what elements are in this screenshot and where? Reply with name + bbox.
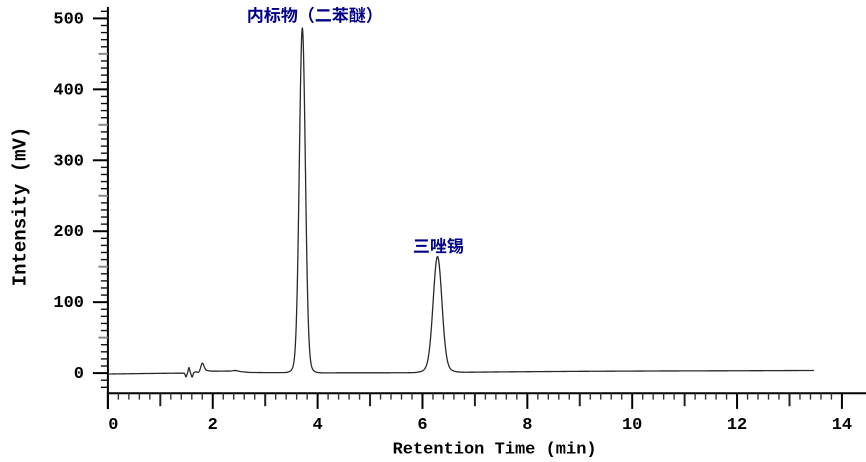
svg-text:300: 300	[53, 152, 84, 171]
svg-text:0: 0	[108, 416, 118, 435]
svg-text:2: 2	[208, 416, 218, 435]
svg-text:100: 100	[53, 294, 84, 313]
svg-text:200: 200	[53, 223, 84, 242]
svg-text:Intensity (mV): Intensity (mV)	[10, 127, 32, 287]
svg-text:8: 8	[522, 416, 532, 435]
svg-text:12: 12	[727, 416, 747, 435]
svg-text:4: 4	[313, 416, 323, 435]
svg-text:0: 0	[74, 365, 84, 384]
svg-text:10: 10	[622, 416, 642, 435]
svg-text:400: 400	[53, 81, 84, 100]
svg-text:Retention Time (min): Retention Time (min)	[393, 441, 597, 460]
svg-text:500: 500	[53, 10, 84, 29]
svg-text:14: 14	[832, 416, 852, 435]
svg-text:6: 6	[417, 416, 427, 435]
